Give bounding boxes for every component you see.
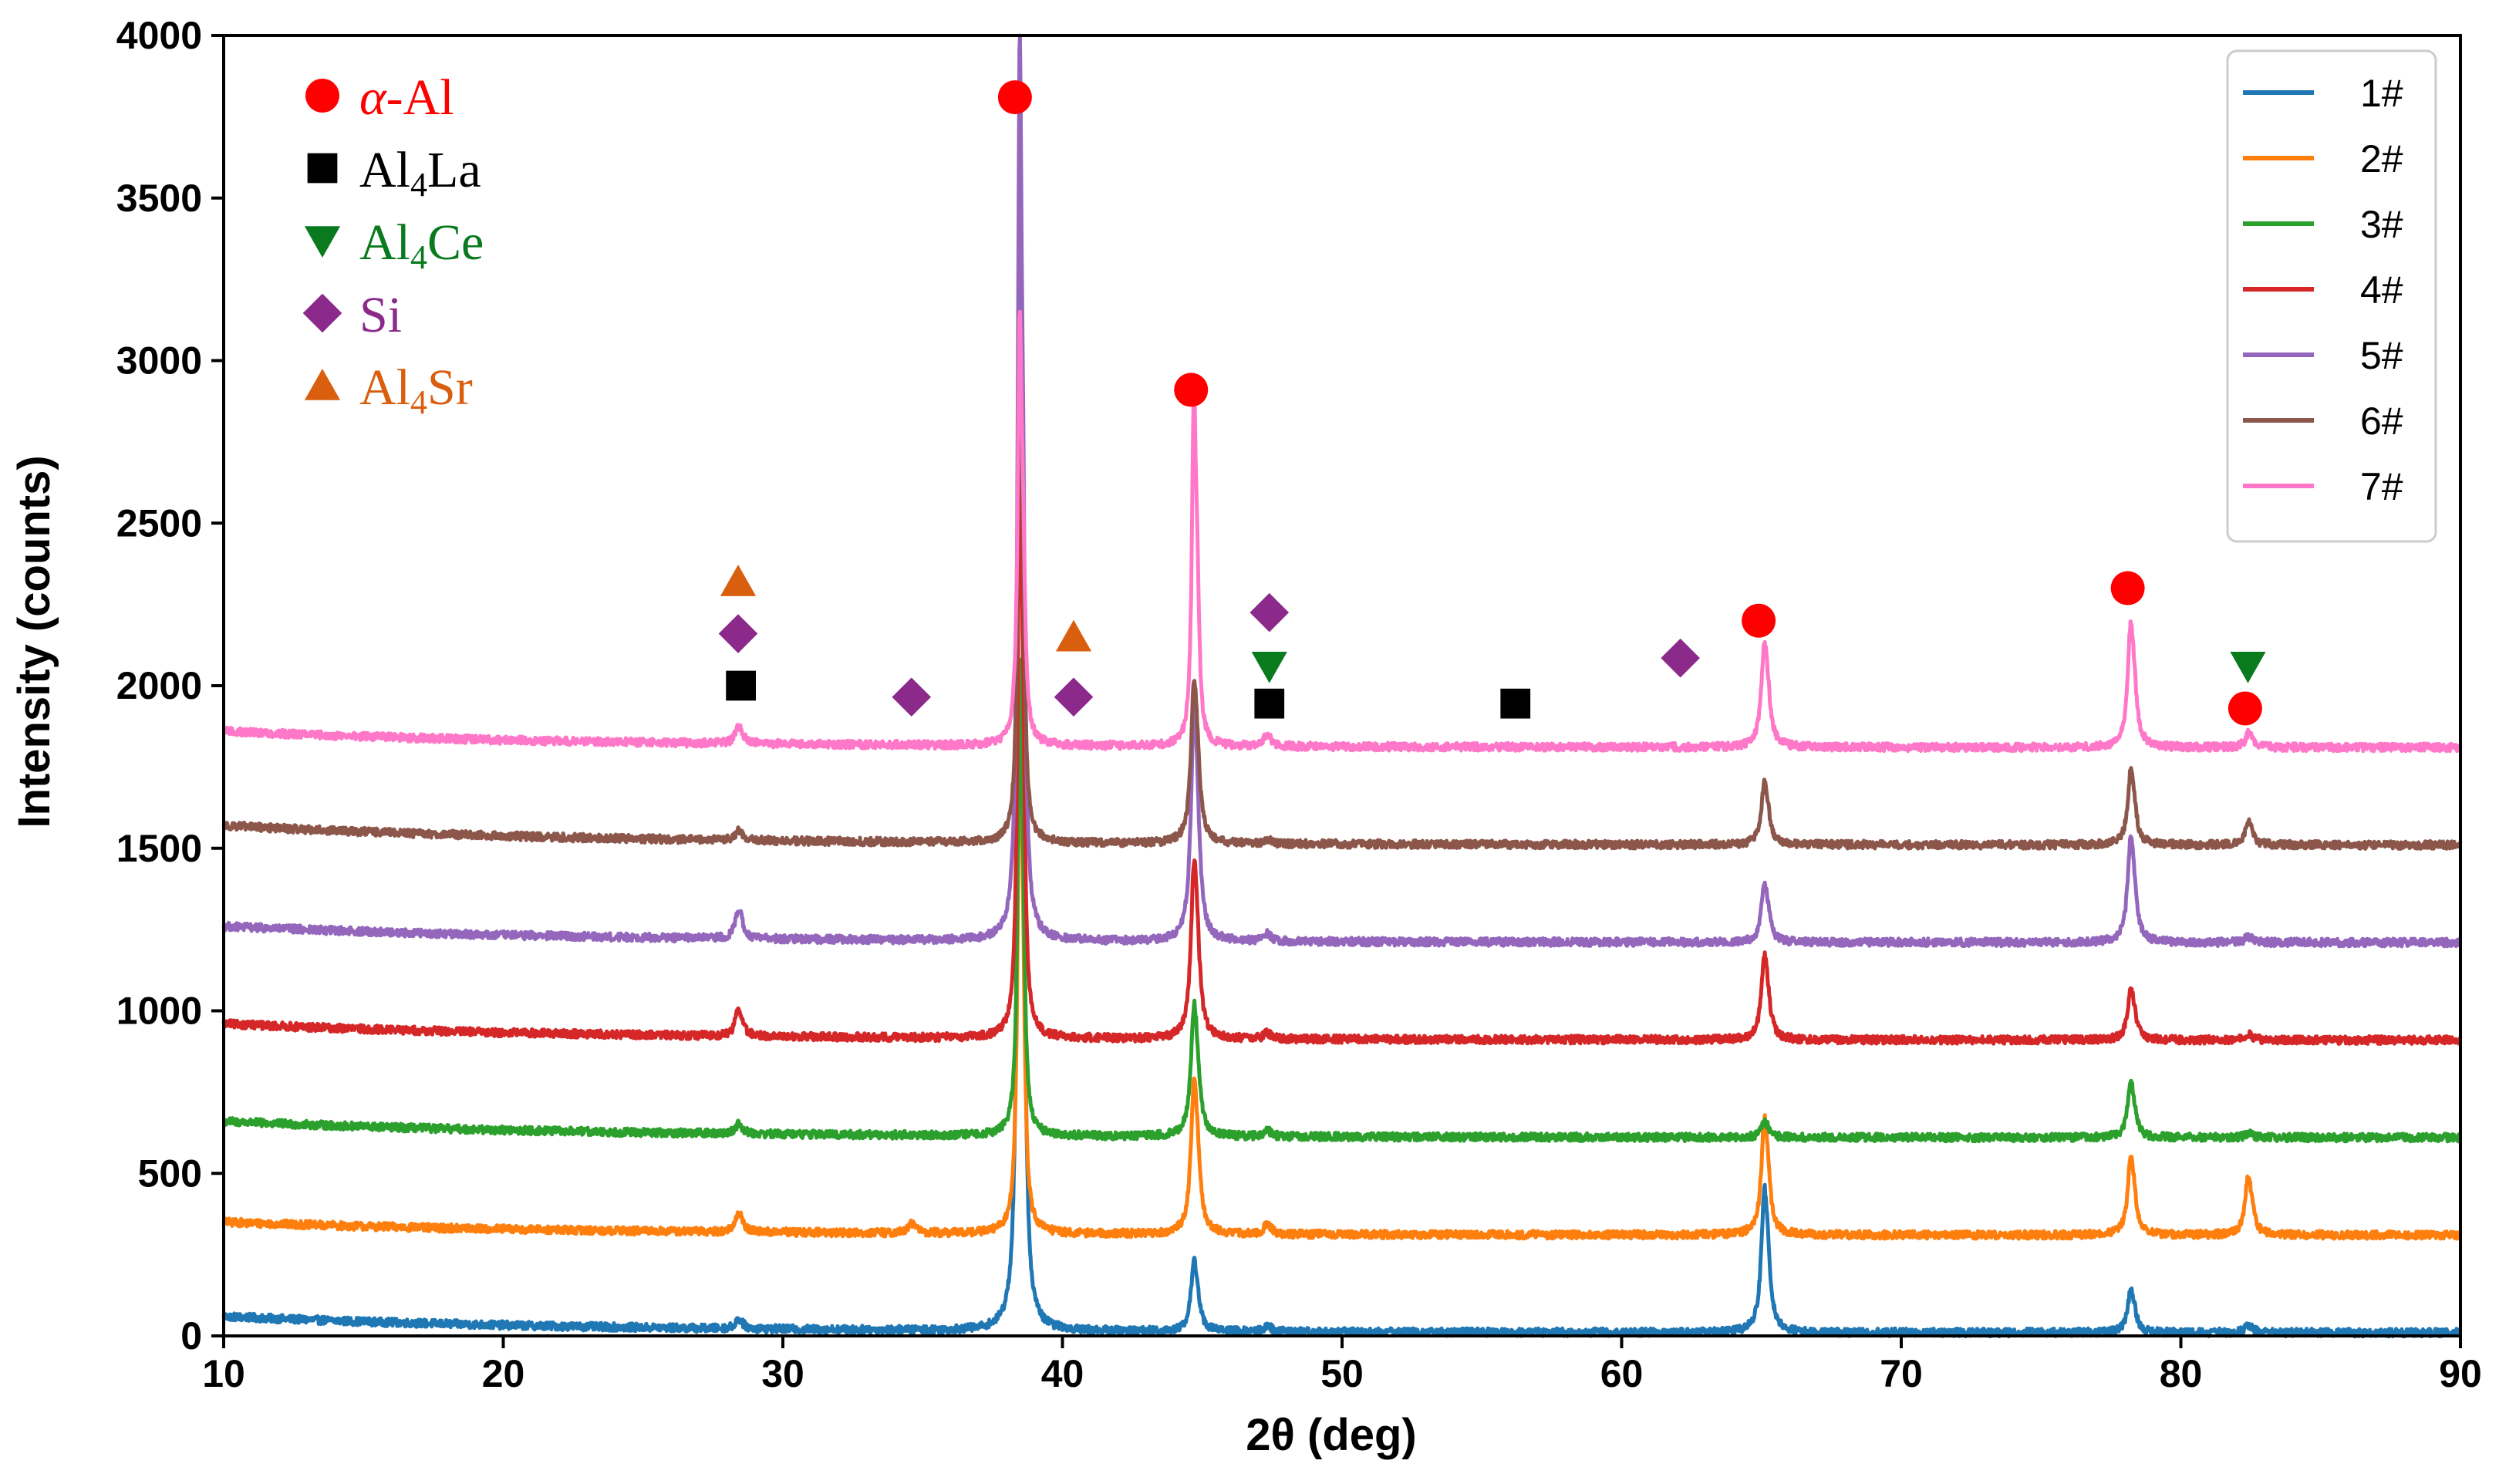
x-tick-label: 10 (202, 1352, 245, 1395)
y-tick-label: 0 (180, 1314, 202, 1358)
y-tick-label: 2000 (116, 664, 202, 707)
phase-marker-circle (1742, 603, 1776, 638)
phase-marker-diamond (1250, 592, 1290, 632)
y-tick-label: 2500 (116, 501, 202, 545)
phase-legend-item: α-Al (305, 69, 454, 126)
axes: 10 20 30 40 50 60 70 80 90 0 500 1000 1500 2000 2500 30… (116, 14, 2482, 1395)
x-tick-label: 80 (2160, 1352, 2203, 1395)
phase-marker-circle (1174, 373, 1209, 407)
phase-legend: α-Al Al4La Al4Ce Si Al4Sr (302, 69, 484, 421)
phase-marker-diamond (718, 614, 758, 653)
phase-marker-diamond (892, 677, 932, 717)
y-axis-label: Intensity (counts) (9, 455, 59, 828)
x-tick-label: 90 (2439, 1352, 2482, 1395)
phase-legend-label: Al4La (359, 142, 481, 204)
legend-label: 2# (2360, 137, 2403, 180)
phase-legend-item: Al4Sr (304, 359, 473, 421)
phase-legend-label: Al4Ce (359, 214, 484, 276)
series-layer (221, 33, 2463, 1339)
phase-legend-symbol (302, 293, 342, 333)
phase-marker-triangle-up (1055, 619, 1092, 652)
phase-legend-label: α-Al (359, 69, 454, 126)
phase-legend-item: Si (302, 287, 402, 343)
series-line-2 (221, 687, 2463, 1241)
x-tick-label: 60 (1600, 1352, 1644, 1395)
x-axis-label: 2θ (deg) (1246, 1410, 1416, 1460)
phase-marker-layer (718, 80, 2266, 726)
phase-marker-circle (2228, 691, 2262, 726)
phase-legend-item: Al4Ce (304, 214, 484, 276)
legend-label: 6# (2360, 400, 2403, 443)
legend-box (2226, 49, 2437, 543)
y-tick-label: 500 (138, 1152, 202, 1195)
y-tick-label: 3000 (116, 339, 202, 383)
legend-label: 4# (2360, 268, 2403, 312)
phase-marker-square (1254, 688, 1285, 719)
phase-legend-label: Al4Sr (359, 359, 473, 421)
phase-legend-symbol (304, 369, 341, 400)
phase-marker-circle (997, 80, 1032, 115)
phase-legend-symbol (304, 226, 341, 258)
phase-legend-symbol (305, 79, 339, 113)
series-line-6 (221, 331, 2463, 851)
series-line-4 (221, 418, 2463, 1046)
x-tick-label: 20 (482, 1352, 525, 1395)
x-tick-label: 40 (1041, 1352, 1084, 1395)
legend-label: 5# (2360, 334, 2403, 377)
series-line-7 (222, 309, 2463, 754)
phase-marker-circle (2110, 571, 2145, 605)
legend-label: 3# (2360, 203, 2403, 246)
phase-marker-triangle-down (2230, 652, 2266, 683)
series-line-3 (222, 657, 2463, 1144)
x-tick-label: 50 (1320, 1352, 1364, 1395)
x-tick-label: 70 (1880, 1352, 1923, 1395)
y-tick-label: 3500 (116, 177, 202, 220)
phase-marker-triangle-down (1251, 652, 1287, 683)
phase-marker-triangle-up (720, 565, 757, 596)
phase-legend-symbol (307, 153, 338, 184)
y-tick-label: 4000 (116, 14, 202, 57)
phase-marker-diamond (1054, 677, 1094, 717)
phase-marker-square (1500, 688, 1531, 719)
phase-marker-square (726, 670, 756, 701)
y-tick-label: 1500 (116, 827, 202, 870)
phase-legend-item: Al4La (307, 142, 481, 204)
series-line-5 (221, 33, 2463, 949)
phase-legend-label: Si (359, 287, 402, 343)
phase-marker-diamond (1661, 638, 1700, 678)
y-tick-label: 1000 (116, 990, 202, 1033)
legend-label: 7# (2360, 465, 2403, 508)
series-line-1 (221, 272, 2463, 1339)
legend-label: 1# (2360, 72, 2403, 115)
series-legend: 1# 2# 3# 4# 5# 6# 7# (2226, 49, 2437, 543)
x-tick-label: 30 (761, 1352, 804, 1395)
